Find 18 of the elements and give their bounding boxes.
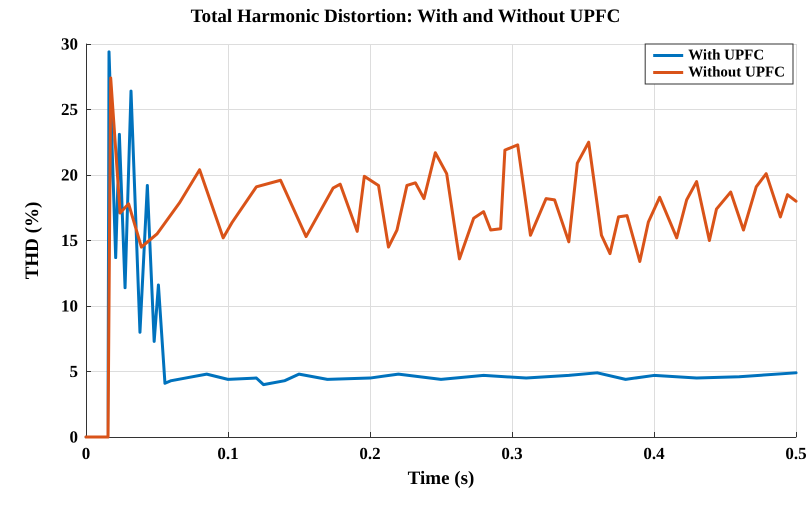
- y-tick-label: 20: [61, 166, 78, 184]
- x-axis-title: Time (s): [408, 468, 474, 489]
- legend-label: Without UPFC: [688, 64, 785, 80]
- x-tick-label: 0: [82, 444, 90, 463]
- y-tick-label: 5: [70, 362, 78, 381]
- y-tick-label: 25: [61, 100, 78, 119]
- legend-label: With UPFC: [688, 48, 764, 64]
- chart-title: Total Harmonic Distortion: With and Without UPFC: [190, 6, 620, 27]
- x-tick-label: 0.2: [359, 444, 381, 463]
- x-tick-label: 0.5: [785, 444, 807, 463]
- y-tick-label: 15: [61, 231, 78, 250]
- x-tick-label: 0.3: [501, 444, 523, 463]
- y-tick-label: 0: [70, 428, 78, 446]
- y-tick-label: 30: [61, 34, 78, 54]
- x-tick-label: 0.4: [643, 444, 666, 463]
- y-tick-label: 10: [61, 296, 78, 316]
- y-axis-title: THD (%): [22, 202, 43, 280]
- x-tick-label: 0.1: [217, 444, 239, 463]
